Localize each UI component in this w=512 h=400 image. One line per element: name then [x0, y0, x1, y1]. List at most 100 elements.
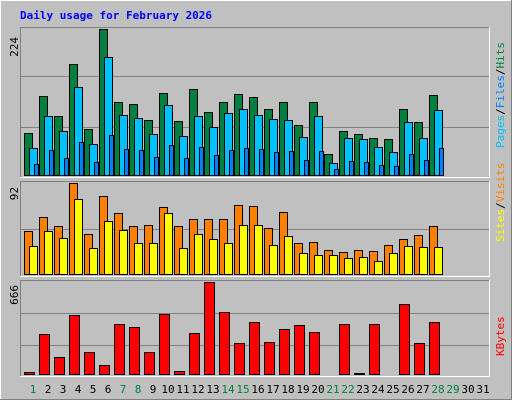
bar-kbytes-day-10 [159, 314, 170, 375]
bar-sites-day-10 [164, 213, 173, 275]
x-tick-day-24: 24 [371, 383, 385, 396]
bar-files-day-7 [119, 115, 128, 176]
legend-visits: Visits [494, 163, 507, 203]
bar-kbytes-day-12 [189, 333, 200, 375]
x-tick-day-7: 7 [120, 383, 127, 396]
x-tick-day-21: 21 [326, 383, 339, 396]
bar-files-day-10 [164, 105, 173, 176]
x-tick-day-26: 26 [401, 383, 414, 396]
panel-legend: KBytes [494, 316, 507, 356]
x-tick-day-31: 31 [476, 383, 489, 396]
bar-kbytes-day-5 [84, 352, 95, 375]
x-tick-day-16: 16 [251, 383, 264, 396]
bar-pages-day-23 [364, 162, 369, 176]
bar-pages-day-4 [79, 142, 84, 176]
panel-legend: Pages/Files/Hits [494, 42, 507, 148]
bar-sites-day-27 [419, 247, 428, 275]
x-tick-day-28: 28 [431, 383, 444, 396]
bar-pages-day-16 [259, 149, 264, 176]
x-tick-day-4: 4 [75, 383, 82, 396]
bar-pages-day-2 [49, 150, 54, 176]
bar-pages-day-5 [94, 162, 99, 176]
bar-kbytes-day-7 [114, 324, 125, 375]
x-tick-day-19: 19 [296, 383, 309, 396]
bar-kbytes-day-19 [294, 325, 305, 375]
bar-pages-day-27 [424, 160, 429, 176]
x-tick-day-14: 14 [221, 383, 235, 396]
bar-files-day-1 [29, 148, 38, 176]
bar-files-day-19 [299, 137, 308, 176]
bar-pages-day-26 [409, 154, 414, 176]
panel-1: 224 Pages/Files/Hits [8, 27, 507, 178]
bar-pages-day-17 [274, 152, 279, 176]
bar-sites-day-16 [254, 225, 263, 275]
bar-sites-day-13 [209, 239, 218, 275]
x-tick-day-15: 15 [236, 383, 249, 396]
bar-files-day-27 [419, 138, 428, 176]
bar-kbytes-day-15 [234, 343, 245, 375]
bar-sites-day-24 [374, 261, 383, 275]
panel-2: 92 Sites/Visits [8, 163, 507, 277]
axis-max-label: 666 [8, 285, 21, 305]
bar-kbytes-day-26 [399, 304, 410, 375]
x-tick-day-8: 8 [135, 383, 142, 396]
bar-files-day-23 [359, 139, 368, 176]
bar-pages-day-18 [289, 151, 294, 176]
axis-max-label: 224 [8, 37, 21, 57]
bar-kbytes-day-3 [54, 357, 65, 375]
bar-kbytes-day-16 [249, 322, 260, 375]
bar-files-day-15 [239, 109, 248, 176]
bar-files-day-26 [404, 122, 413, 176]
bar-sites-day-21 [329, 255, 338, 275]
legend-kbytes: KBytes [494, 316, 507, 356]
bar-pages-day-1 [34, 164, 39, 176]
x-tick-day-9: 9 [150, 383, 157, 396]
x-tick-day-13: 13 [206, 383, 219, 396]
bar-kbytes-day-27 [414, 343, 425, 375]
x-tick-day-12: 12 [191, 383, 204, 396]
bar-sites-day-7 [119, 230, 128, 275]
bar-kbytes-day-14 [219, 312, 230, 375]
bar-sites-day-5 [89, 248, 98, 275]
bar-sites-day-15 [239, 225, 248, 275]
bar-files-day-28 [434, 110, 443, 176]
bar-kbytes-day-22 [339, 324, 350, 375]
bar-files-day-4 [74, 87, 83, 176]
bar-kbytes-day-6 [99, 365, 110, 375]
axis-max-label: 92 [8, 187, 21, 200]
bar-files-day-17 [269, 119, 278, 176]
bar-sites-day-2 [44, 231, 53, 275]
legend-sites: Sites [494, 209, 507, 242]
bar-kbytes-day-17 [264, 342, 275, 375]
bar-kbytes-day-11 [174, 371, 185, 375]
x-tick-day-3: 3 [60, 383, 67, 396]
bar-files-day-2 [44, 116, 53, 176]
bar-pages-day-9 [154, 157, 159, 176]
bar-kbytes-day-1 [24, 372, 35, 375]
bar-kbytes-day-20 [309, 332, 320, 375]
bar-sites-day-25 [389, 253, 398, 275]
bar-files-day-20 [314, 116, 323, 176]
bar-pages-day-11 [184, 158, 189, 176]
bar-pages-day-3 [64, 158, 69, 176]
bar-sites-day-11 [179, 248, 188, 275]
legend-separator: / [494, 202, 507, 209]
bar-files-day-5 [89, 144, 98, 176]
bar-sites-day-26 [404, 246, 413, 275]
bar-sites-day-1 [29, 246, 38, 275]
bar-files-day-12 [194, 116, 203, 176]
bar-pages-day-13 [214, 155, 219, 176]
x-tick-day-5: 5 [90, 383, 97, 396]
bar-pages-day-25 [394, 166, 399, 176]
bar-pages-day-8 [139, 150, 144, 176]
bar-files-day-14 [224, 113, 233, 176]
bar-files-day-9 [149, 134, 158, 176]
x-tick-day-10: 10 [161, 383, 174, 396]
x-tick-day-20: 20 [311, 383, 324, 396]
bar-kbytes-day-18 [279, 329, 290, 375]
x-tick-day-29: 29 [446, 383, 459, 396]
legend-pages: Pages [494, 115, 507, 148]
x-tick-day-6: 6 [105, 383, 112, 396]
x-tick-day-2: 2 [45, 383, 52, 396]
legend-hits: Hits [494, 42, 507, 69]
